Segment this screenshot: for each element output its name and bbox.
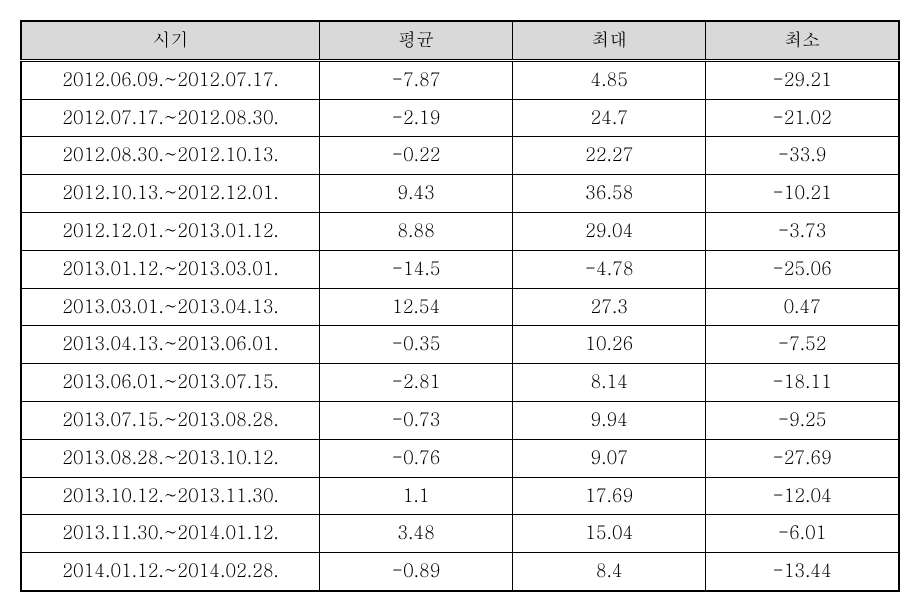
col-header-max: 최대 bbox=[513, 21, 706, 60]
col-header-avg: 평균 bbox=[320, 21, 513, 60]
table-row: 2013.08.28.~2013.10.12. -0.76 9.07 -27.6… bbox=[21, 439, 899, 477]
cell-period: 2013.06.01.~2013.07.15. bbox=[21, 364, 320, 402]
cell-period: 2013.01.12.~2013.03.01. bbox=[21, 250, 320, 288]
cell-avg: 3.48 bbox=[320, 515, 513, 553]
table-row: 2012.08.30.~2012.10.13. -0.22 22.27 -33.… bbox=[21, 137, 899, 175]
cell-period: 2014.01.12.~2014.02.28. bbox=[21, 553, 320, 591]
cell-max: 10.26 bbox=[513, 326, 706, 364]
cell-min: -18.11 bbox=[706, 364, 899, 402]
cell-max: 8.14 bbox=[513, 364, 706, 402]
cell-max: 17.69 bbox=[513, 477, 706, 515]
cell-period: 2013.08.28.~2013.10.12. bbox=[21, 439, 320, 477]
cell-avg: 9.43 bbox=[320, 175, 513, 213]
cell-max: 4.85 bbox=[513, 60, 706, 99]
cell-max: 8.4 bbox=[513, 553, 706, 591]
cell-max: 29.04 bbox=[513, 212, 706, 250]
cell-avg: 1.1 bbox=[320, 477, 513, 515]
table-row: 2013.06.01.~2013.07.15. -2.81 8.14 -18.1… bbox=[21, 364, 899, 402]
table-row: 2014.01.12.~2014.02.28. -0.89 8.4 -13.44 bbox=[21, 553, 899, 591]
cell-max: 24.7 bbox=[513, 99, 706, 137]
cell-min: -6.01 bbox=[706, 515, 899, 553]
cell-max: 36.58 bbox=[513, 175, 706, 213]
table-row: 2012.10.13.~2012.12.01. 9.43 36.58 -10.2… bbox=[21, 175, 899, 213]
table-row: 2013.03.01.~2013.04.13. 12.54 27.3 0.47 bbox=[21, 288, 899, 326]
col-header-period: 시기 bbox=[21, 21, 320, 60]
cell-avg: -0.35 bbox=[320, 326, 513, 364]
cell-min: -7.52 bbox=[706, 326, 899, 364]
cell-min: -27.69 bbox=[706, 439, 899, 477]
cell-max: 15.04 bbox=[513, 515, 706, 553]
cell-avg: -2.81 bbox=[320, 364, 513, 402]
table-row: 2013.07.15.~2013.08.28. -0.73 9.94 -9.25 bbox=[21, 401, 899, 439]
table-row: 2013.11.30.~2014.01.12. 3.48 15.04 -6.01 bbox=[21, 515, 899, 553]
table-row: 2013.10.12.~2013.11.30. 1.1 17.69 -12.04 bbox=[21, 477, 899, 515]
cell-period: 2012.10.13.~2012.12.01. bbox=[21, 175, 320, 213]
cell-avg: -14.5 bbox=[320, 250, 513, 288]
data-table: 시기 평균 최대 최소 2012.06.09.~2012.07.17. -7.8… bbox=[20, 20, 900, 592]
table-row: 2012.12.01.~2013.01.12. 8.88 29.04 -3.73 bbox=[21, 212, 899, 250]
cell-period: 2013.11.30.~2014.01.12. bbox=[21, 515, 320, 553]
cell-min: -3.73 bbox=[706, 212, 899, 250]
cell-min: -9.25 bbox=[706, 401, 899, 439]
cell-avg: -7.87 bbox=[320, 60, 513, 99]
cell-min: -29.21 bbox=[706, 60, 899, 99]
table-row: 2012.07.17.~2012.08.30. -2.19 24.7 -21.0… bbox=[21, 99, 899, 137]
cell-period: 2012.08.30.~2012.10.13. bbox=[21, 137, 320, 175]
col-header-min: 최소 bbox=[706, 21, 899, 60]
cell-min: -21.02 bbox=[706, 99, 899, 137]
cell-period: 2013.10.12.~2013.11.30. bbox=[21, 477, 320, 515]
cell-period: 2012.06.09.~2012.07.17. bbox=[21, 60, 320, 99]
cell-min: -12.04 bbox=[706, 477, 899, 515]
cell-period: 2012.07.17.~2012.08.30. bbox=[21, 99, 320, 137]
cell-avg: -0.22 bbox=[320, 137, 513, 175]
cell-max: -4.78 bbox=[513, 250, 706, 288]
cell-avg: -2.19 bbox=[320, 99, 513, 137]
cell-avg: -0.76 bbox=[320, 439, 513, 477]
table-row: 2013.04.13.~2013.06.01. -0.35 10.26 -7.5… bbox=[21, 326, 899, 364]
cell-period: 2013.03.01.~2013.04.13. bbox=[21, 288, 320, 326]
table-row: 2013.01.12.~2013.03.01. -14.5 -4.78 -25.… bbox=[21, 250, 899, 288]
cell-avg: -0.73 bbox=[320, 401, 513, 439]
cell-min: -13.44 bbox=[706, 553, 899, 591]
cell-max: 9.94 bbox=[513, 401, 706, 439]
cell-period: 2012.12.01.~2013.01.12. bbox=[21, 212, 320, 250]
cell-avg: 8.88 bbox=[320, 212, 513, 250]
cell-min: -33.9 bbox=[706, 137, 899, 175]
cell-min: -25.06 bbox=[706, 250, 899, 288]
cell-period: 2013.04.13.~2013.06.01. bbox=[21, 326, 320, 364]
cell-min: -10.21 bbox=[706, 175, 899, 213]
table-header-row: 시기 평균 최대 최소 bbox=[21, 21, 899, 60]
cell-max: 22.27 bbox=[513, 137, 706, 175]
cell-max: 9.07 bbox=[513, 439, 706, 477]
cell-max: 27.3 bbox=[513, 288, 706, 326]
cell-period: 2013.07.15.~2013.08.28. bbox=[21, 401, 320, 439]
table-row: 2012.06.09.~2012.07.17. -7.87 4.85 -29.2… bbox=[21, 60, 899, 99]
cell-avg: 12.54 bbox=[320, 288, 513, 326]
cell-min: 0.47 bbox=[706, 288, 899, 326]
table-body: 2012.06.09.~2012.07.17. -7.87 4.85 -29.2… bbox=[21, 60, 899, 591]
cell-avg: -0.89 bbox=[320, 553, 513, 591]
